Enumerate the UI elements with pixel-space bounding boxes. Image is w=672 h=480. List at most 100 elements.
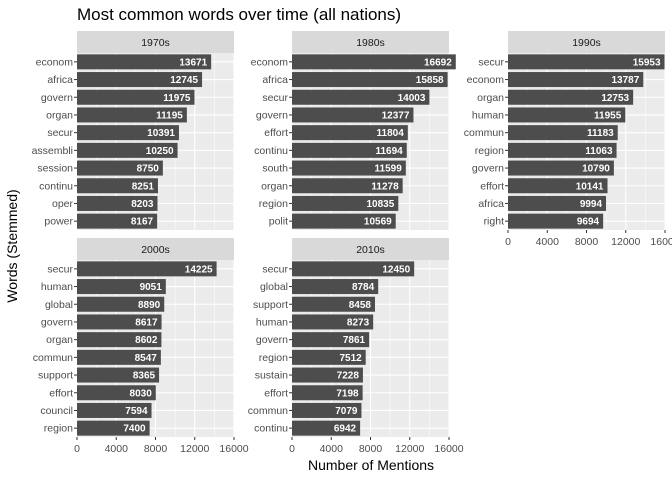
category-label: continu <box>254 145 288 157</box>
x-tick-label: 4000 <box>105 443 129 455</box>
bar <box>292 142 407 158</box>
facet-strip-label: 1990s <box>572 37 601 49</box>
bar <box>508 160 614 176</box>
x-tick-label: 12000 <box>180 443 209 455</box>
category-label: sustain <box>255 370 288 382</box>
bar-value-label: 10141 <box>576 181 604 192</box>
bar <box>292 54 456 70</box>
bar <box>292 261 415 277</box>
bar <box>77 107 187 123</box>
bar <box>292 125 408 141</box>
bar <box>292 89 430 105</box>
category-label: region <box>475 145 504 157</box>
category-label: commun <box>464 127 504 139</box>
category-label: continu <box>254 423 288 435</box>
category-label: africa <box>47 74 73 86</box>
x-tick-label: 4000 <box>320 443 344 455</box>
bar-value-label: 8617 <box>135 317 158 328</box>
category-label: power <box>44 216 73 228</box>
bar <box>292 296 375 312</box>
bar <box>292 332 370 348</box>
bar-value-label: 10391 <box>147 128 175 139</box>
category-label: govern <box>256 109 288 121</box>
bar-value-label: 10790 <box>582 164 610 175</box>
facet-strip <box>77 31 234 53</box>
bar <box>292 195 399 211</box>
bar <box>508 54 665 70</box>
category-label: govern <box>41 92 73 104</box>
bar <box>77 279 166 295</box>
bar <box>508 89 634 105</box>
bar-value-label: 10835 <box>367 199 395 210</box>
bar <box>77 385 156 401</box>
bar-value-label: 8750 <box>137 164 160 175</box>
bar <box>77 89 195 105</box>
bar-value-label: 16692 <box>424 57 452 68</box>
category-label: secur <box>47 263 73 275</box>
category-label: polit <box>269 216 288 228</box>
bar-value-label: 11694 <box>375 146 403 157</box>
bar-value-label: 8890 <box>138 300 161 311</box>
bar-value-label: 7400 <box>123 424 146 435</box>
category-label: global <box>45 299 73 311</box>
bar-value-label: 7512 <box>339 353 362 364</box>
category-label: region <box>44 423 73 435</box>
category-label: effort <box>480 180 504 192</box>
bar-value-label: 11804 <box>377 128 405 139</box>
bar-value-label: 8458 <box>349 300 372 311</box>
bar-value-label: 7198 <box>336 388 359 399</box>
bar <box>292 349 366 365</box>
bar <box>77 367 160 383</box>
bar <box>77 72 203 88</box>
bar <box>292 385 363 401</box>
bar-value-label: 12450 <box>382 264 410 275</box>
bar <box>508 107 626 123</box>
bar-value-label: 12745 <box>170 75 198 86</box>
category-label: session <box>37 163 73 175</box>
bar-value-label: 8030 <box>130 388 153 399</box>
category-label: organ <box>46 109 73 121</box>
bar <box>77 420 150 436</box>
facet-strip-label: 2000s <box>141 244 170 256</box>
x-tick-label: 4000 <box>536 236 560 248</box>
category-label: africa <box>478 198 504 210</box>
x-tick-label: 8000 <box>575 236 599 248</box>
bar-value-label: 7228 <box>337 371 360 382</box>
bar-value-label: 13787 <box>611 75 639 86</box>
category-label: commun <box>33 352 73 364</box>
bar <box>77 261 217 277</box>
facet-strip <box>508 31 665 53</box>
bar <box>77 349 161 365</box>
category-label: secur <box>478 56 504 68</box>
bar-value-label: 8251 <box>132 181 155 192</box>
bar-value-label: 15953 <box>633 57 661 68</box>
category-label: secur <box>262 92 288 104</box>
bar-value-label: 9994 <box>580 199 603 210</box>
bar-value-label: 8365 <box>133 371 156 382</box>
bar-value-label: 15858 <box>416 75 444 86</box>
bar-value-label: 11063 <box>585 146 613 157</box>
category-label: commun <box>248 405 288 417</box>
category-label: continu <box>39 180 73 192</box>
bar-value-label: 12753 <box>601 93 629 104</box>
category-label: council <box>40 405 73 417</box>
facet-panel-1990s: 1990s 15953 secur 13787 econom 12753 organ 1195… <box>464 31 672 248</box>
bar <box>292 420 361 436</box>
bar <box>292 178 403 194</box>
category-label: organ <box>46 334 73 346</box>
x-axis-title: Number of Mentions <box>308 457 434 473</box>
category-label: econom <box>36 56 74 68</box>
category-label: region <box>259 352 288 364</box>
bar <box>77 314 162 330</box>
bar-value-label: 9694 <box>577 217 600 228</box>
bar-value-label: 12377 <box>382 110 410 121</box>
category-label: human <box>41 281 73 293</box>
bar <box>77 125 179 141</box>
x-tick-label: 12000 <box>395 443 424 455</box>
bar-value-label: 8547 <box>135 353 158 364</box>
category-label: south <box>262 163 288 175</box>
bar <box>292 107 414 123</box>
chart-title: Most common words over time (all nations… <box>77 5 401 24</box>
facet-strip-label: 1970s <box>141 37 170 49</box>
